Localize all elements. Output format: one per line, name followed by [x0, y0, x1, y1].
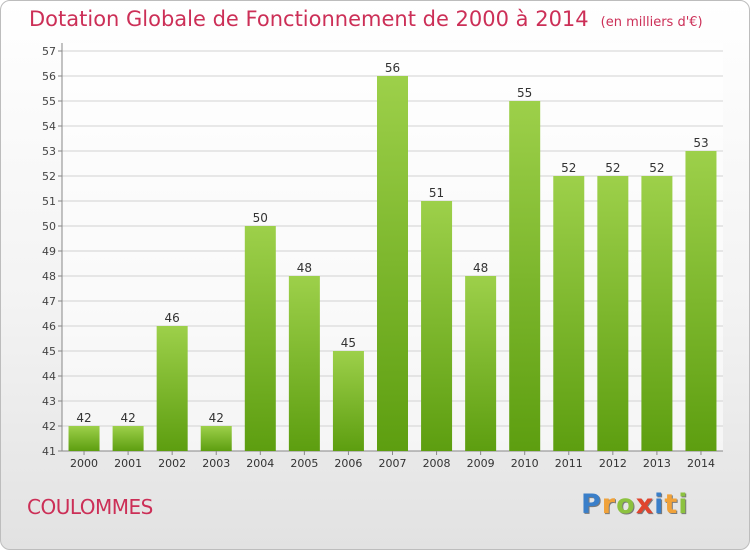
x-tick-label-2007: 2007 — [379, 457, 407, 470]
x-tick-label-2012: 2012 — [599, 457, 627, 470]
y-tick-label: 41 — [42, 445, 56, 458]
x-tick-label-2011: 2011 — [555, 457, 583, 470]
logo-letter: o — [616, 489, 636, 520]
bar-2004 — [244, 226, 276, 451]
x-tick-label-2013: 2013 — [643, 457, 671, 470]
bar-2011 — [553, 176, 585, 451]
x-tick-label-2009: 2009 — [467, 457, 495, 470]
y-tick-label: 48 — [42, 270, 56, 283]
y-tick-label: 52 — [42, 170, 56, 183]
y-tick-label: 47 — [42, 295, 56, 308]
data-label-2000: 42 — [76, 411, 91, 425]
y-tick-label: 43 — [42, 395, 56, 408]
bar-2006 — [332, 351, 364, 451]
logo-letter: x — [635, 489, 655, 520]
data-label-2004: 50 — [253, 211, 268, 225]
logo-letter: r — [601, 489, 617, 520]
data-label-2009: 48 — [473, 261, 488, 275]
x-tick-label-2014: 2014 — [687, 457, 715, 470]
bar-2001 — [112, 426, 144, 451]
data-label-2008: 51 — [429, 186, 444, 200]
bar-2009 — [465, 276, 497, 451]
bar-2010 — [509, 101, 541, 451]
data-label-2007: 56 — [385, 61, 400, 75]
data-label-2006: 45 — [341, 336, 356, 350]
bar-2005 — [288, 276, 320, 451]
y-tick-label: 49 — [42, 245, 56, 258]
y-tick-label: 56 — [42, 70, 56, 83]
y-tick-label: 50 — [42, 220, 56, 233]
chart-unit: (en milliers d'€) — [600, 15, 703, 30]
data-label-2001: 42 — [120, 411, 135, 425]
bar-2012 — [597, 176, 629, 451]
y-tick-label: 44 — [42, 370, 56, 383]
y-tick-label: 42 — [42, 420, 56, 433]
chart-title-block: Dotation Globale de Fonctionnement de 20… — [29, 7, 703, 31]
bar-2014 — [685, 151, 717, 451]
bar-2000 — [68, 426, 100, 451]
x-tick-label-2005: 2005 — [290, 457, 318, 470]
logo-letter: P — [581, 489, 602, 520]
bar-2003 — [200, 426, 232, 451]
chart-title: Dotation Globale de Fonctionnement de 20… — [29, 7, 589, 31]
x-tick-label-2010: 2010 — [511, 457, 539, 470]
y-tick-label: 57 — [42, 45, 56, 58]
bar-2002 — [156, 326, 188, 451]
data-label-2011: 52 — [561, 161, 576, 175]
x-tick-label-2000: 2000 — [70, 457, 98, 470]
data-label-2014: 53 — [693, 136, 708, 150]
x-tick-label-2002: 2002 — [158, 457, 186, 470]
x-tick-label-2006: 2006 — [334, 457, 362, 470]
city-name: COULOMMES — [27, 495, 153, 519]
y-tick-label: 55 — [42, 95, 56, 108]
y-tick-label: 53 — [42, 145, 56, 158]
logo-letter: i — [678, 489, 689, 520]
data-label-2012: 52 — [605, 161, 620, 175]
x-tick-label-2001: 2001 — [114, 457, 142, 470]
y-tick-label: 45 — [42, 345, 56, 358]
y-tick-label: 46 — [42, 320, 56, 333]
data-label-2010: 55 — [517, 86, 532, 100]
y-tick-label: 54 — [42, 120, 56, 133]
data-label-2002: 46 — [165, 311, 180, 325]
logo-letter: t — [664, 489, 679, 520]
logo-letter: i — [654, 489, 665, 520]
x-tick-label-2004: 2004 — [246, 457, 274, 470]
y-tick-label: 51 — [42, 195, 56, 208]
bar-2013 — [641, 176, 673, 451]
data-label-2003: 42 — [209, 411, 224, 425]
data-label-2005: 48 — [297, 261, 312, 275]
bar-2008 — [421, 201, 453, 451]
proxiti-logo: Proxiti — [581, 489, 689, 520]
x-tick-label-2003: 2003 — [202, 457, 230, 470]
x-tick-label-2008: 2008 — [423, 457, 451, 470]
bar-2007 — [377, 76, 408, 451]
data-label-2013: 52 — [649, 161, 664, 175]
